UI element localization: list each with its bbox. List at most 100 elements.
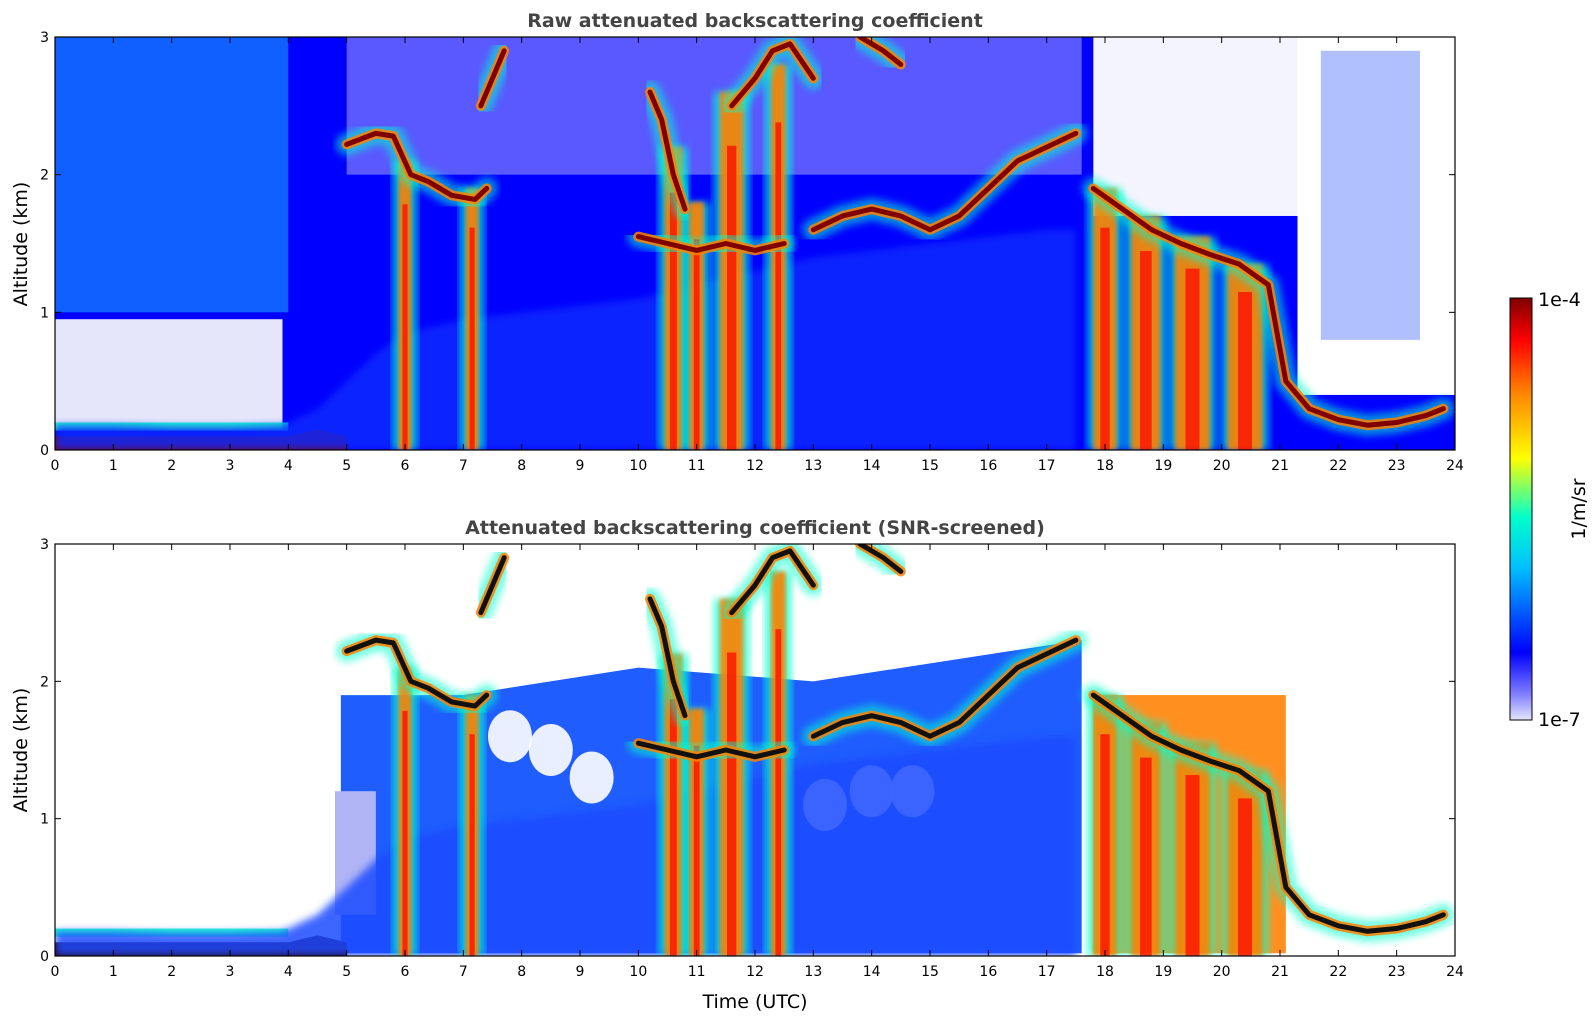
cloud-core xyxy=(478,555,507,616)
x-tick-label: 23 xyxy=(1388,964,1406,980)
x-tick-label: 11 xyxy=(688,458,706,474)
x-tick-label: 8 xyxy=(517,458,526,474)
x-tick-label: 2 xyxy=(167,964,176,980)
x-tick-label: 21 xyxy=(1271,458,1289,474)
x-tick-label: 1 xyxy=(109,458,118,474)
x-tick-label: 7 xyxy=(459,458,468,474)
y-tick-label: 0 xyxy=(40,949,49,965)
y-tick-label: 3 xyxy=(40,30,49,46)
cloud-core xyxy=(647,89,688,212)
heatmap xyxy=(55,544,1455,956)
masked-gap xyxy=(528,724,573,776)
heatmap-background xyxy=(55,37,1455,450)
plume-core xyxy=(775,122,782,450)
plume-core xyxy=(693,239,700,450)
cloud-core xyxy=(647,596,688,719)
x-tick-label: 10 xyxy=(629,458,647,474)
x-tick-label: 20 xyxy=(1213,964,1231,980)
x-tick-label: 20 xyxy=(1213,458,1231,474)
x-tick-label: 12 xyxy=(746,458,764,474)
y-tick-label: 3 xyxy=(40,537,49,553)
plume-core xyxy=(669,699,677,956)
x-tick-label: 1 xyxy=(109,964,118,980)
x-tick-label: 0 xyxy=(51,458,60,474)
plume-core xyxy=(669,192,677,450)
x-tick-label: 3 xyxy=(226,964,235,980)
x-tick-label: 6 xyxy=(401,458,410,474)
cloud-core xyxy=(344,637,490,709)
cloud-core xyxy=(857,37,904,68)
raw-panel: Raw attenuated backscattering coefficien… xyxy=(10,10,1464,474)
panel-title: Attenuated backscattering coefficient (S… xyxy=(465,517,1045,539)
cloud-core xyxy=(729,548,816,616)
x-tick-label: 12 xyxy=(746,964,764,980)
plume-core xyxy=(1238,292,1252,450)
colorbar-gradient xyxy=(1509,297,1533,721)
x-tick-label: 16 xyxy=(979,964,997,980)
plume-core xyxy=(727,145,737,450)
x-tick-label: 23 xyxy=(1388,458,1406,474)
x-tick-label: 16 xyxy=(979,458,997,474)
plume-core xyxy=(1140,251,1152,450)
plume-core xyxy=(1100,734,1110,956)
plume-core xyxy=(1185,775,1200,956)
plume-core xyxy=(1238,798,1252,956)
x-tick-label: 14 xyxy=(863,458,881,474)
plume-core xyxy=(402,204,408,450)
plume-core xyxy=(775,629,782,956)
plume-core xyxy=(1100,227,1110,450)
plume-core xyxy=(693,745,700,956)
x-tick-label: 19 xyxy=(1154,964,1172,980)
x-tick-label: 17 xyxy=(1038,458,1056,474)
boundary-layer xyxy=(55,229,1076,450)
x-tick-label: 11 xyxy=(688,964,706,980)
plume-core xyxy=(469,227,475,450)
x-tick-label: 5 xyxy=(342,964,351,980)
x-tick-label: 4 xyxy=(284,964,293,980)
x-axis: 0 1 2 3 4 5 6 7 8 9 10 11 12 13 14 15 16 17 18 19 20 21 22 23 24 xyxy=(51,544,1464,980)
screened-panel: Attenuated backscattering coefficient (S… xyxy=(10,517,1464,1013)
cloud-core xyxy=(810,130,1079,233)
plume-core xyxy=(1140,757,1152,956)
plume-core xyxy=(402,710,408,956)
x-tick-label: 14 xyxy=(863,964,881,980)
noise-band xyxy=(55,37,289,313)
cloud-core xyxy=(344,130,490,202)
x-tick-label: 18 xyxy=(1096,458,1114,474)
y-tick-label: 2 xyxy=(40,674,49,690)
plume-core xyxy=(727,652,737,956)
cloud-core xyxy=(810,637,1079,739)
x-tick-label: 10 xyxy=(629,964,647,980)
clear-region xyxy=(1093,37,1298,216)
x-tick-label: 24 xyxy=(1446,964,1464,980)
cloud-core xyxy=(1090,185,1446,428)
cloud-core xyxy=(635,234,787,253)
cloud-core xyxy=(635,740,787,760)
x-tick-label: 24 xyxy=(1446,458,1464,474)
y-tick-label: 2 xyxy=(40,168,49,184)
x-tick-label: 6 xyxy=(401,964,410,980)
x-tick-label: 8 xyxy=(517,964,526,980)
x-tick-label: 9 xyxy=(576,458,585,474)
x-tick-label: 22 xyxy=(1329,964,1347,980)
x-tick-label: 5 xyxy=(342,458,351,474)
x-axis-label: Time (UTC) xyxy=(701,991,807,1013)
colorbar-min-label: 1e-7 xyxy=(1538,709,1581,731)
x-tick-label: 13 xyxy=(804,964,822,980)
x-tick-label: 0 xyxy=(51,964,60,980)
y-tick-label: 0 xyxy=(40,443,49,459)
colorbar-unit-label: 1/m/sr xyxy=(1568,478,1590,539)
clear-region xyxy=(55,319,283,430)
y-tick-label: 1 xyxy=(40,305,49,321)
x-tick-label: 19 xyxy=(1154,458,1172,474)
colorbar: 1e-4 1e-7 1/m/sr xyxy=(1509,289,1590,731)
y-tick-label: 1 xyxy=(40,812,49,828)
masked-gap xyxy=(569,751,614,804)
x-tick-label: 7 xyxy=(459,964,468,980)
x-tick-label: 13 xyxy=(804,458,822,474)
noise-band xyxy=(1320,50,1420,340)
heatmap-features xyxy=(55,544,1455,956)
x-tick-label: 22 xyxy=(1329,458,1347,474)
y-axis-label: Altitude (km) xyxy=(10,182,32,307)
